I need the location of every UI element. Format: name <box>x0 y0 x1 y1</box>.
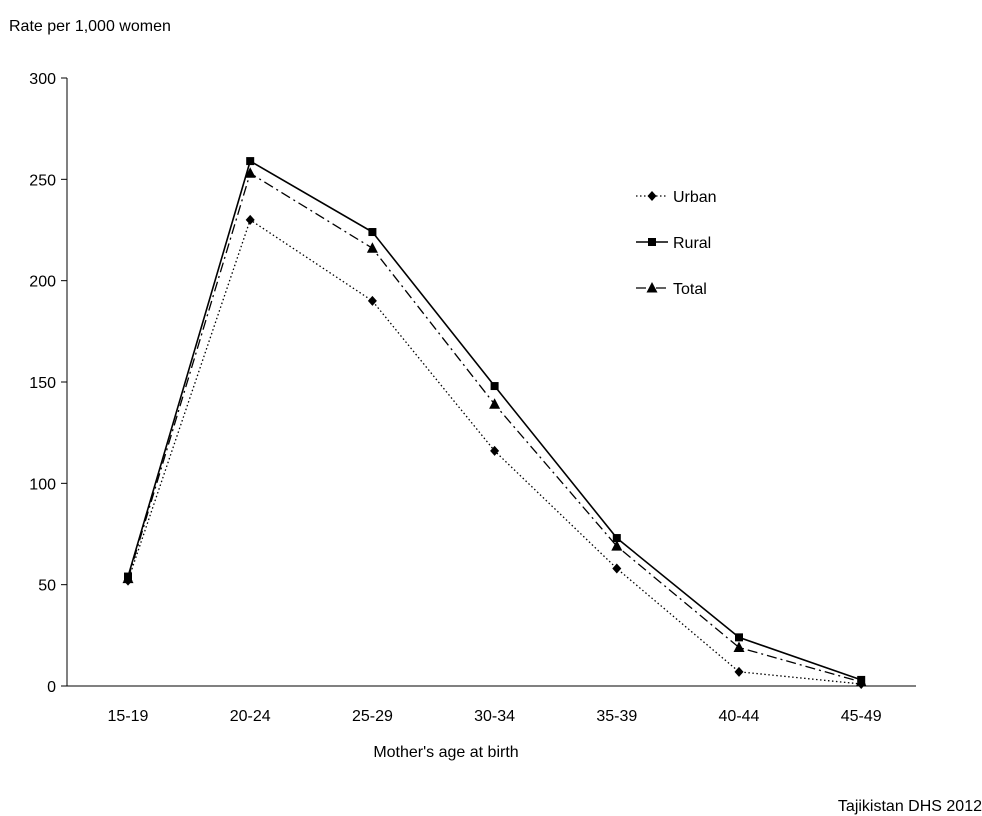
series-line-total <box>127 172 862 683</box>
data-point-total <box>733 641 745 652</box>
legend-item-total: Total <box>636 281 707 298</box>
x-tick-label: 45-49 <box>841 708 882 725</box>
x-axis: 15-19 20-24 25-29 30-34 35-39 40-44 45-49 <box>67 685 916 725</box>
y-axis-label: Rate per 1,000 women <box>9 18 171 35</box>
x-tick-label: 20-24 <box>230 708 271 725</box>
data-point-urban <box>734 666 744 677</box>
legend-label-total: Total <box>673 281 707 298</box>
series-rural <box>124 157 866 684</box>
legend-marker-total <box>646 282 658 293</box>
x-axis-label: Mother's age at birth <box>373 744 518 761</box>
data-point-total <box>611 540 623 551</box>
y-axis: 0 50 100 150 200 250 300 <box>29 71 68 696</box>
data-point-rural <box>490 382 499 391</box>
data-point-urban <box>245 214 255 225</box>
x-tick-label: 30-34 <box>474 708 515 725</box>
series-line-rural <box>127 159 862 681</box>
data-point-rural <box>612 534 621 543</box>
series-urban <box>123 214 866 689</box>
legend-marker-rural <box>648 238 656 246</box>
legend-item-rural: Rural <box>636 235 711 252</box>
series-total <box>122 167 867 687</box>
data-point-urban <box>612 563 622 574</box>
y-tick-label: 0 <box>47 679 56 696</box>
y-tick-label: 200 <box>29 274 56 291</box>
data-point-total <box>366 242 378 253</box>
y-tick-label: 150 <box>29 375 56 392</box>
legend: Urban Rural Total <box>636 189 717 298</box>
x-tick-label: 25-29 <box>352 708 393 725</box>
legend-item-urban: Urban <box>636 189 717 206</box>
x-tick-label: 35-39 <box>596 708 637 725</box>
series-layer <box>122 157 867 689</box>
y-tick-label: 300 <box>29 71 56 88</box>
legend-marker-urban <box>647 191 657 201</box>
y-tick-label: 100 <box>29 476 56 493</box>
data-point-urban <box>490 445 500 456</box>
source-note: Tajikistan DHS 2012 <box>838 798 982 815</box>
data-point-rural <box>368 228 377 237</box>
data-point-rural <box>246 157 255 166</box>
data-point-total <box>244 167 256 178</box>
x-tick-label: 40-44 <box>719 708 760 725</box>
legend-label-urban: Urban <box>673 189 717 206</box>
data-point-total <box>122 572 134 584</box>
y-tick-label: 50 <box>38 578 56 595</box>
data-point-total <box>855 675 867 687</box>
y-tick-label: 250 <box>29 172 56 189</box>
data-point-urban <box>367 295 377 306</box>
x-tick-label: 15-19 <box>108 708 149 725</box>
data-point-rural <box>735 633 743 642</box>
legend-label-rural: Rural <box>673 235 711 252</box>
data-point-total <box>489 398 501 409</box>
